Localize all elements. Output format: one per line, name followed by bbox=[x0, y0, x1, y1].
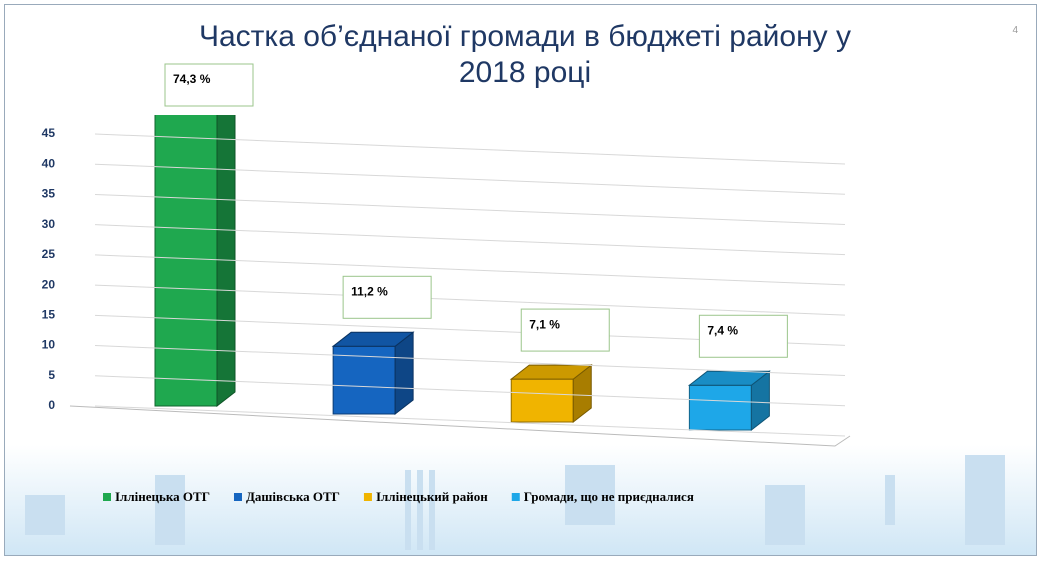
y-tick-label: 5 bbox=[48, 368, 55, 382]
bar bbox=[510, 378, 574, 423]
legend-swatch bbox=[511, 493, 520, 501]
y-tick-label: 0 bbox=[48, 398, 55, 412]
y-tick-label: 40 bbox=[42, 156, 56, 170]
value-label-box bbox=[520, 308, 610, 352]
grid-line bbox=[94, 405, 846, 437]
y-tick-label: 30 bbox=[42, 217, 56, 231]
grid-line bbox=[94, 193, 846, 225]
value-label-box bbox=[342, 275, 432, 319]
chart: Іллінецька ОТГ Дашівська ОТГ Іллінецький р… bbox=[5, 63, 1036, 555]
grid-line bbox=[94, 284, 846, 316]
grid-line bbox=[94, 375, 846, 407]
grid-line bbox=[94, 254, 846, 286]
slide: Іллінецька ОТГ Дашівська ОТГ Іллінецький р… bbox=[4, 4, 1037, 556]
legend-label: Громади, що не приєдналися bbox=[524, 489, 694, 504]
y-tick-label: 20 bbox=[42, 277, 56, 291]
value-label: 11,2 % bbox=[351, 284, 388, 298]
y-tick-label: 45 bbox=[42, 126, 56, 140]
legend-label: Іллінецький район bbox=[376, 489, 488, 504]
bar-top bbox=[331, 331, 415, 347]
chart-title: Частка об’єднаної громади в бюджеті райо… bbox=[199, 20, 851, 89]
bar-top bbox=[687, 370, 771, 386]
page-number: 4 bbox=[1012, 25, 1018, 36]
bar bbox=[332, 345, 396, 415]
decor bbox=[25, 455, 1005, 550]
bar bbox=[688, 384, 752, 431]
value-label-box bbox=[698, 314, 788, 358]
value-label: 7,4 % bbox=[707, 323, 738, 337]
legend-label: Дашівська ОТГ bbox=[246, 489, 340, 504]
grid-line bbox=[94, 224, 846, 256]
value-label-box bbox=[164, 63, 254, 107]
legend-swatch bbox=[363, 493, 372, 501]
y-tick-label: 25 bbox=[42, 247, 56, 261]
floor bbox=[69, 405, 851, 447]
y-tick-label: 35 bbox=[42, 187, 56, 201]
legend-swatch bbox=[103, 493, 111, 501]
plot bbox=[154, 115, 771, 432]
legend-label: Іллінецька ОТГ bbox=[115, 489, 210, 504]
grid-line bbox=[94, 345, 846, 377]
grid-line bbox=[94, 133, 846, 165]
value-label: 7,1 % bbox=[529, 317, 560, 331]
y-tick-label: 10 bbox=[42, 338, 56, 352]
legend: Іллінецька ОТГ Дашівська ОТГ Іллінецький р… bbox=[103, 489, 694, 504]
value-label: 74,3 % bbox=[173, 72, 211, 86]
grid-line bbox=[94, 163, 846, 195]
y-tick-label: 15 bbox=[42, 308, 56, 322]
legend-swatch bbox=[233, 493, 242, 501]
